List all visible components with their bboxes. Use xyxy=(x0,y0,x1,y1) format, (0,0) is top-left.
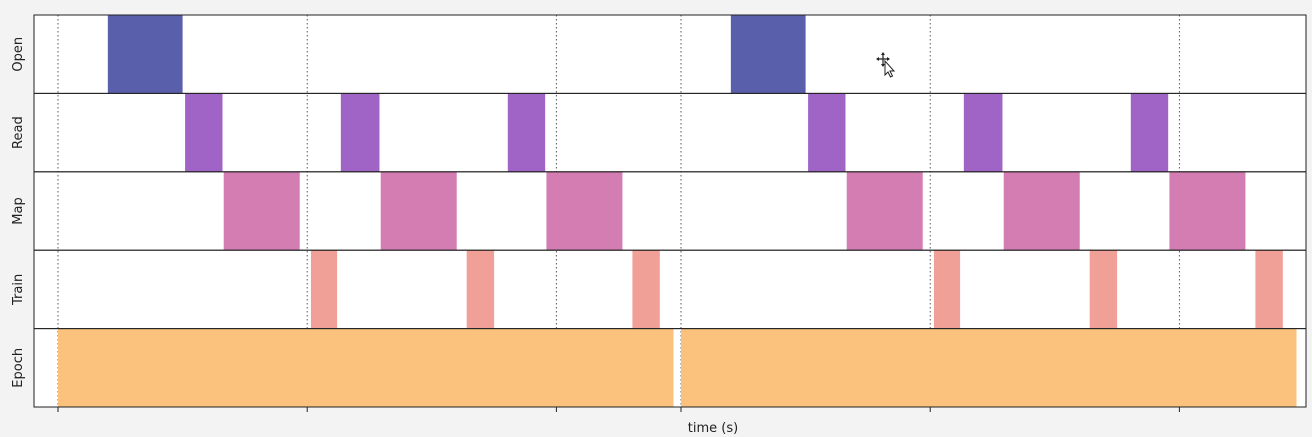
train-bar-0 xyxy=(310,250,338,329)
rows-layer: Open Read Map Train Epoch xyxy=(11,14,1307,408)
read-bar-2 xyxy=(507,93,546,172)
row-label-open: Open xyxy=(11,37,26,72)
map-bar-4 xyxy=(1003,171,1080,251)
read-bar-0 xyxy=(185,93,223,172)
ticks-layer xyxy=(57,407,1180,412)
train-bar-5 xyxy=(1255,250,1283,329)
map-bar-1 xyxy=(380,171,457,251)
move-cursor-icon xyxy=(876,52,896,78)
row-label-epoch: Epoch xyxy=(11,348,26,388)
x-axis-label: time (s) xyxy=(688,421,738,436)
map-bar-2 xyxy=(546,171,623,251)
train-bar-3 xyxy=(933,250,961,329)
row-label-train: Train xyxy=(11,274,26,306)
open-bar-0 xyxy=(107,15,183,94)
grid-layer xyxy=(57,15,1180,407)
epoch-bar-0 xyxy=(58,328,674,407)
row-frame-epoch xyxy=(33,328,1307,408)
epoch-bar-1 xyxy=(681,328,1297,407)
bars-layer xyxy=(58,15,1297,407)
row-label-read: Read xyxy=(11,116,26,149)
read-bar-5 xyxy=(1130,93,1169,172)
read-bar-1 xyxy=(340,93,380,172)
read-bar-4 xyxy=(963,93,1003,172)
train-bar-4 xyxy=(1089,250,1118,329)
map-bar-3 xyxy=(846,171,923,251)
map-bar-5 xyxy=(1169,171,1246,251)
train-bar-1 xyxy=(466,250,495,329)
read-bar-3 xyxy=(808,93,846,172)
train-bar-2 xyxy=(632,250,660,329)
map-bar-0 xyxy=(223,171,300,251)
row-label-map: Map xyxy=(11,197,26,224)
open-bar-1 xyxy=(730,15,806,94)
